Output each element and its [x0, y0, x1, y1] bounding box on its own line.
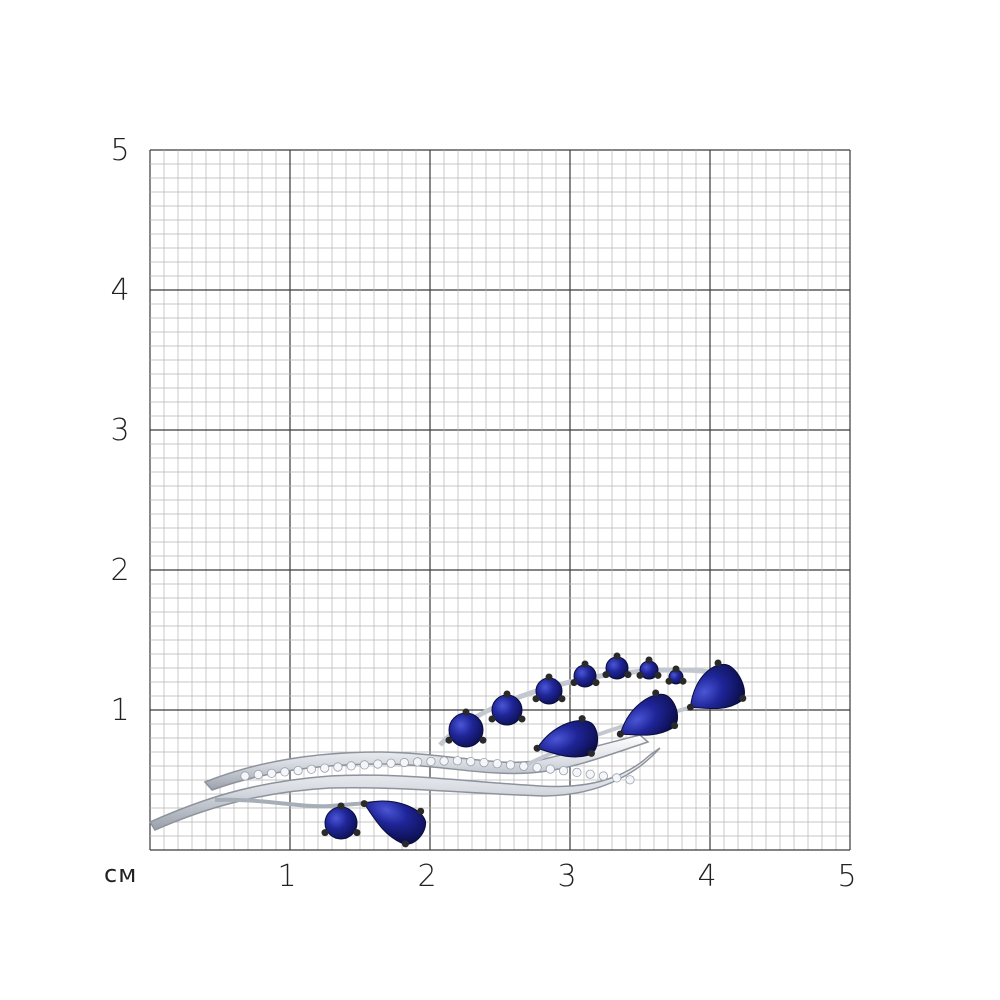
y-axis-label-4: 4: [110, 273, 130, 308]
prong: [654, 671, 662, 679]
round-sapphire: [491, 694, 523, 726]
pave-diamond: [412, 757, 423, 767]
pave-diamond: [253, 769, 263, 780]
round-sapphire: [324, 806, 358, 840]
prong: [445, 736, 453, 744]
round-sapphire: [448, 712, 484, 748]
prong: [672, 665, 680, 673]
prong: [545, 673, 553, 681]
pear-sapphire: [536, 719, 599, 758]
y-axis-label-2: 2: [110, 553, 130, 588]
pave-diamond: [386, 758, 396, 768]
prong: [714, 659, 722, 667]
prong: [518, 715, 526, 723]
pave-diamond: [399, 757, 409, 768]
prong: [624, 671, 632, 679]
prong: [602, 671, 610, 679]
pave-diamond-row: [240, 756, 635, 785]
pave-diamond: [280, 767, 290, 777]
pave-diamond: [240, 771, 250, 781]
x-axis-label-5: 5: [837, 859, 857, 894]
y-axis-label-1: 1: [110, 693, 130, 728]
prong: [671, 722, 679, 730]
pave-diamond: [532, 762, 542, 773]
prong: [686, 703, 694, 711]
pave-diamond: [505, 760, 516, 770]
pave-diamond: [558, 766, 569, 776]
pave-diamond: [625, 775, 635, 785]
prong: [321, 829, 329, 837]
prong: [401, 840, 409, 848]
prong: [739, 694, 747, 702]
prong: [679, 677, 687, 685]
pear-sapphire: [363, 800, 426, 845]
prong: [613, 652, 621, 660]
prong: [353, 829, 361, 837]
pave-diamond: [545, 764, 555, 774]
x-axis-label-3: 3: [557, 859, 577, 894]
pear-sapphire: [619, 693, 679, 736]
prong: [587, 749, 595, 757]
prong: [652, 689, 660, 697]
prong: [488, 715, 496, 723]
measurement-grid: [149, 149, 851, 851]
prong: [532, 695, 540, 703]
pave-diamond: [320, 763, 330, 773]
pave-diamond: [612, 773, 622, 783]
sapphire-stones: [321, 652, 747, 848]
pave-diamond: [426, 756, 436, 767]
prong: [592, 679, 600, 687]
prong: [665, 677, 673, 685]
prong: [417, 807, 425, 815]
pave-diamond: [519, 761, 529, 771]
pave-diamond: [479, 757, 489, 768]
y-axis-label-5: 5: [110, 133, 130, 168]
prong: [533, 744, 541, 752]
x-axis-label-4: 4: [697, 859, 717, 894]
pave-diamond: [452, 756, 462, 766]
prong: [578, 715, 586, 723]
prong: [360, 800, 368, 808]
pave-diamond: [346, 761, 356, 771]
x-axis-label-1: 1: [277, 859, 297, 894]
pave-diamond: [373, 759, 383, 769]
pear-sapphire: [689, 663, 745, 710]
pave-diamond: [492, 759, 502, 769]
prong: [337, 802, 345, 810]
prong: [479, 736, 487, 744]
prong: [636, 671, 644, 679]
prong: [616, 730, 624, 738]
prong: [462, 708, 470, 716]
prong: [503, 690, 511, 698]
pave-diamond: [598, 771, 609, 781]
pave-diamond: [572, 767, 582, 778]
x-axis-label-2: 2: [417, 859, 437, 894]
pave-diamond: [333, 762, 343, 772]
brooch-image: [148, 652, 747, 848]
pave-diamond: [306, 764, 316, 774]
prong: [581, 660, 589, 668]
pave-diamond: [439, 756, 449, 766]
pave-diamond: [266, 768, 277, 778]
prong: [570, 679, 578, 687]
unit-label: см: [104, 860, 138, 888]
prong: [645, 656, 653, 664]
pave-diamond: [293, 765, 303, 776]
metal-branch-lower: [148, 747, 661, 831]
pave-diamond: [585, 769, 595, 779]
pave-diamond: [359, 760, 370, 770]
pave-diamond: [466, 756, 476, 767]
y-axis-label-3: 3: [110, 413, 130, 448]
round-sapphire: [535, 677, 563, 705]
prong: [558, 695, 566, 703]
